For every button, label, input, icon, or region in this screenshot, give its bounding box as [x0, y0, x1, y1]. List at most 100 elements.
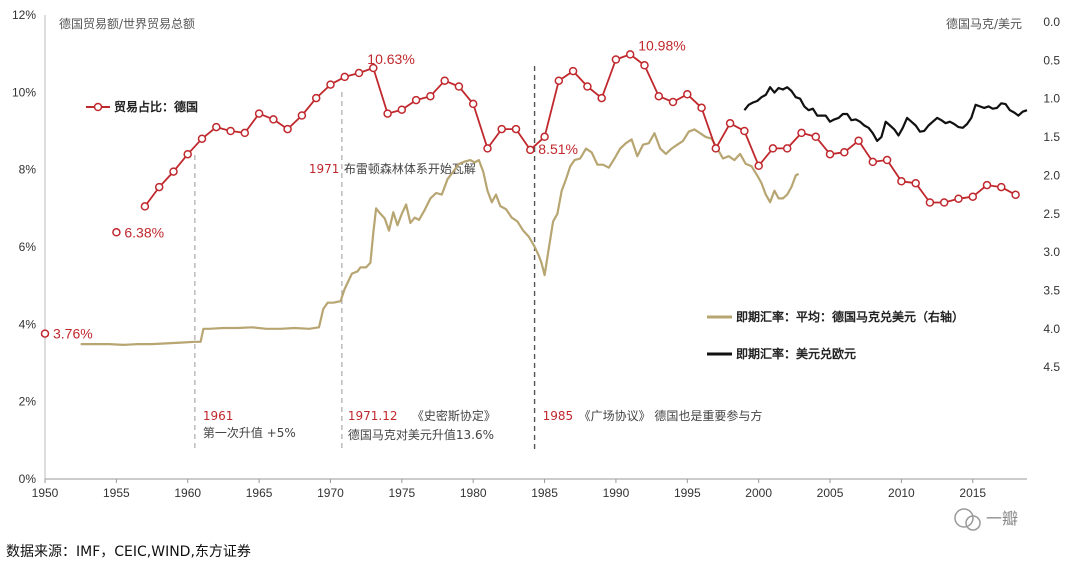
- y-right-tick-label: 3.0: [1043, 245, 1060, 259]
- x-tick-label: 1955: [103, 486, 130, 500]
- trade-share-point: [997, 182, 1006, 192]
- x-tick-label: 1975: [388, 486, 415, 500]
- y-left-tick-label: 12%: [12, 8, 36, 22]
- x-tick-label: 1960: [174, 486, 201, 500]
- trade-share-point: [683, 90, 692, 99]
- wechat-icon: [954, 508, 974, 528]
- dm-usd-line: [80, 128, 800, 346]
- trade-share-point: [326, 80, 335, 89]
- x-tick-label: 1980: [460, 486, 487, 500]
- left-axis-title: 德国贸易额/世界贸易总额: [59, 16, 195, 31]
- watermark-text: 一瓣: [986, 509, 1018, 528]
- trade-share-point: [1011, 190, 1020, 200]
- trade-share-point: [411, 95, 421, 105]
- value-label: 3.76%: [53, 326, 93, 342]
- trade-share-point: [854, 136, 863, 145]
- event-lines: 1961 第一次升值 +5% 1971.12 《史密斯协定》德国马克对美元升值13.6…: [194, 66, 763, 452]
- trade-share-point: [440, 76, 449, 85]
- trade-share-point: [754, 161, 763, 171]
- source-note: 数据来源：IMF，CEIC,WIND,东方证券: [6, 544, 251, 560]
- trade-share-point: [625, 50, 635, 59]
- trade-share-point: [397, 105, 407, 114]
- x-tick-label: 2000: [745, 486, 772, 500]
- trade-share-point: [297, 111, 307, 120]
- trade-share-point: [768, 144, 778, 153]
- trade-share-point: [212, 122, 221, 132]
- x-tick-label: 1995: [674, 486, 701, 500]
- trade-share-point: [183, 149, 192, 159]
- y-left-tick-label: 2%: [19, 395, 37, 409]
- y-left-tick-label: 6%: [19, 240, 37, 254]
- trade-share-line: [144, 53, 1017, 207]
- trade-share-point: [982, 180, 992, 190]
- trade-share-point: [483, 144, 492, 153]
- trade-share-point: [511, 124, 521, 134]
- y-left-tick-label: 0%: [19, 472, 37, 486]
- trade-share-point: [668, 97, 678, 107]
- right-axis-title: 德国马克/美元: [946, 16, 1022, 31]
- legend-share-label: 贸易占比：德国: [114, 99, 198, 114]
- y-right-tick-label: 3.5: [1043, 283, 1060, 297]
- legend-share-marker: [93, 102, 103, 112]
- trade-share-point: [454, 82, 464, 91]
- trade-share-point: [897, 177, 906, 186]
- y-right-tick-label: 0.5: [1043, 53, 1060, 67]
- event-1961-year: 1961: [203, 409, 234, 423]
- event-1985-year: 1985: [543, 409, 574, 423]
- trade-share-point: [554, 76, 564, 85]
- trade-share-point: [40, 329, 50, 338]
- trade-share-point: [583, 82, 592, 91]
- legend-usd-eur-label: 即期汇率：美元兑欧元: [736, 346, 856, 361]
- legend-dm-usd: 即期汇率：平均：德国马克兑美元（右轴）: [707, 309, 964, 324]
- event-1971-top-year: 1971: [309, 162, 340, 176]
- y-left-tick-label: 10%: [12, 85, 36, 99]
- trade-share-point: [811, 132, 821, 142]
- y-right-tick-label: 2.0: [1043, 168, 1060, 182]
- value-label: 10.63%: [367, 51, 414, 67]
- trade-share-point: [640, 61, 649, 70]
- trade-share-point: [725, 119, 735, 128]
- trade-share-point: [611, 55, 621, 64]
- trade-share-point: [497, 124, 506, 134]
- x-tick-label: 2015: [959, 486, 986, 500]
- trade-share-point: [226, 126, 235, 136]
- series-layer: [40, 50, 1028, 346]
- event-1971-text2: 德国马克对美元升值13.6%: [348, 427, 494, 442]
- trade-share-point: [526, 145, 535, 155]
- trade-share-point: [311, 93, 321, 103]
- x-tick-label: 1970: [317, 486, 344, 500]
- trade-share-point: [240, 128, 250, 138]
- y-right-tick-label: 1.0: [1043, 92, 1060, 106]
- trade-share-point: [568, 66, 578, 76]
- trade-share-point: [197, 134, 207, 143]
- trade-share-point: [797, 128, 806, 138]
- trade-share-point: [140, 202, 150, 211]
- trade-share-point: [882, 155, 892, 165]
- trade-share-point: [426, 91, 435, 101]
- grid-layer: 0% 2% 4% 6% 8% 10% 12% 0.0 0.5 1.0 1.5 2.0 2.5 3.0 3.5…: [12, 8, 1060, 500]
- trade-share-point: [468, 99, 478, 109]
- y-right-tick-label: 0.0: [1043, 15, 1060, 29]
- trade-share-point: [825, 149, 835, 159]
- value-label: 8.51%: [538, 141, 578, 157]
- event-1985-text: 《广场协议》 德国也是重要参与方: [579, 408, 763, 423]
- trade-share-point: [740, 126, 749, 136]
- trade-share-point: [540, 132, 549, 142]
- trade-share-point: [383, 109, 392, 118]
- trade-share-point: [925, 198, 935, 207]
- x-tick-label: 1985: [531, 486, 558, 500]
- trade-share-point: [968, 192, 978, 201]
- trade-share-point: [954, 194, 963, 203]
- y-right-tick-label: 2.5: [1043, 207, 1060, 221]
- x-tick-label: 2005: [817, 486, 844, 500]
- trade-share-point: [169, 167, 178, 176]
- trade-share-point: [269, 115, 278, 124]
- x-tick-label: 2010: [888, 486, 915, 500]
- trade-share-point: [939, 198, 949, 207]
- trade-share-point: [868, 157, 878, 167]
- y-right-tick-label: 4.5: [1043, 360, 1060, 374]
- trade-share-point: [154, 182, 164, 192]
- trade-share-point: [254, 109, 264, 118]
- event-1971-top-text: 布雷顿森林体系开始瓦解: [344, 161, 476, 176]
- trade-share-point: [283, 124, 292, 134]
